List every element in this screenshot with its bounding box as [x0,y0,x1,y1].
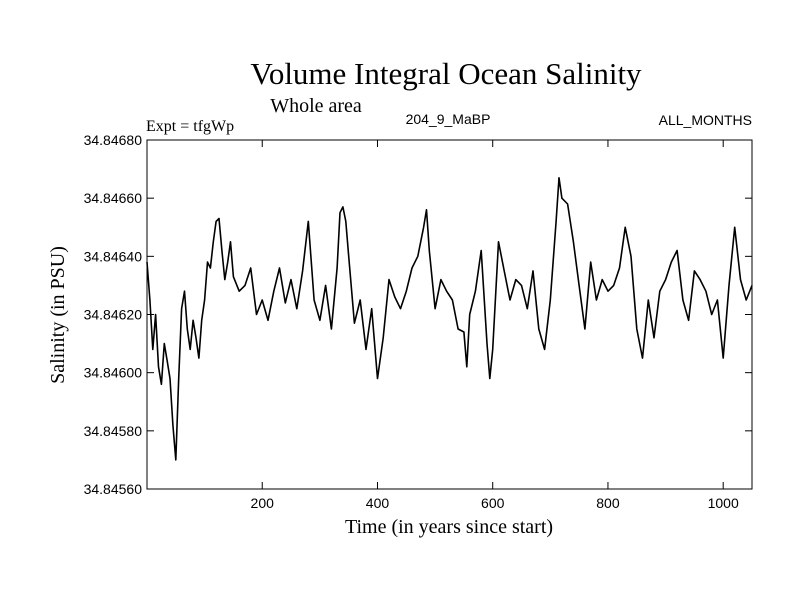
x-axis: 200 400 600 800 1000 [251,140,739,511]
chart-subtitle: Whole area [270,95,362,117]
y-tick-label: 34.84620 [84,307,143,323]
months-label: ALL_MONTHS [659,112,752,128]
x-axis-label: Time (in years since start) [345,516,553,538]
y-tick-label: 34.84660 [84,190,143,206]
y-tick-label: 34.84640 [84,248,143,264]
salinity-series-line [146,177,753,461]
chart-title: Volume Integral Ocean Salinity [250,56,642,91]
y-tick-label: 34.84560 [84,481,143,497]
x-tick-label: 1000 [708,495,739,511]
x-tick-label: 800 [596,495,620,511]
y-tick-label: 34.84680 [84,132,143,148]
x-tick-label: 400 [366,495,390,511]
experiment-label: Expt = tfgWp [146,118,234,135]
x-tick-label: 600 [481,495,505,511]
y-axis-label: Salinity (in PSU) [47,246,69,384]
x-tick-label: 200 [251,495,275,511]
run-label: 204_9_MaBP [406,111,491,127]
y-tick-label: 34.84600 [84,365,143,381]
plot-frame [146,139,753,490]
y-tick-label: 34.84580 [84,423,143,439]
y-axis: 34.84560 34.84580 34.84600 34.84620 34.84640… [84,132,752,497]
